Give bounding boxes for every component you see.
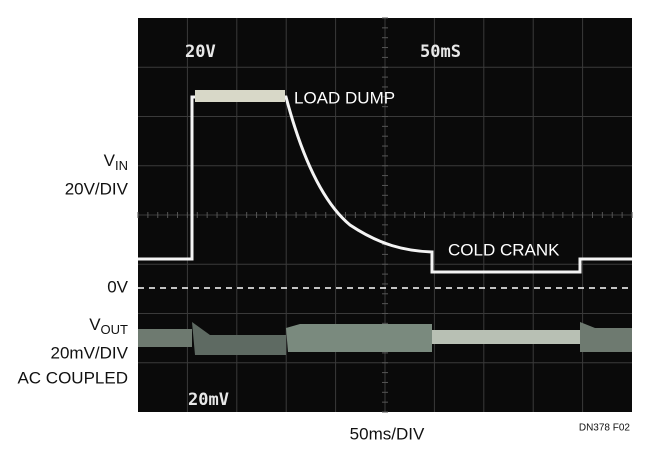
vout-trace [192, 322, 286, 355]
vin-label: VIN [104, 151, 128, 173]
graticule [137, 17, 633, 413]
zero-label: 0V [107, 277, 128, 296]
figure-id: DN378 F02 [579, 423, 631, 434]
time-scale: 50mS [420, 42, 461, 62]
vin-scale: 20V/DIV [65, 179, 129, 198]
vout-trace [286, 324, 432, 352]
vout-scale: 20mV/DIV [51, 343, 129, 362]
vout-label: VOUT [89, 315, 128, 337]
vout-trace [580, 322, 632, 352]
annotation: LOAD DUMP [294, 88, 395, 107]
channel-scale: 20V [185, 42, 216, 62]
vout-coupling: AC COUPLED [17, 368, 128, 387]
vout-trace [432, 330, 580, 344]
x-axis-label: 50ms/DIV [350, 424, 425, 443]
vout-trace [138, 329, 192, 347]
annotation: COLD CRANK [448, 240, 560, 259]
channel-scale: 20mV [188, 390, 229, 410]
load-dump-band [195, 90, 285, 102]
vin-trace [138, 95, 632, 274]
